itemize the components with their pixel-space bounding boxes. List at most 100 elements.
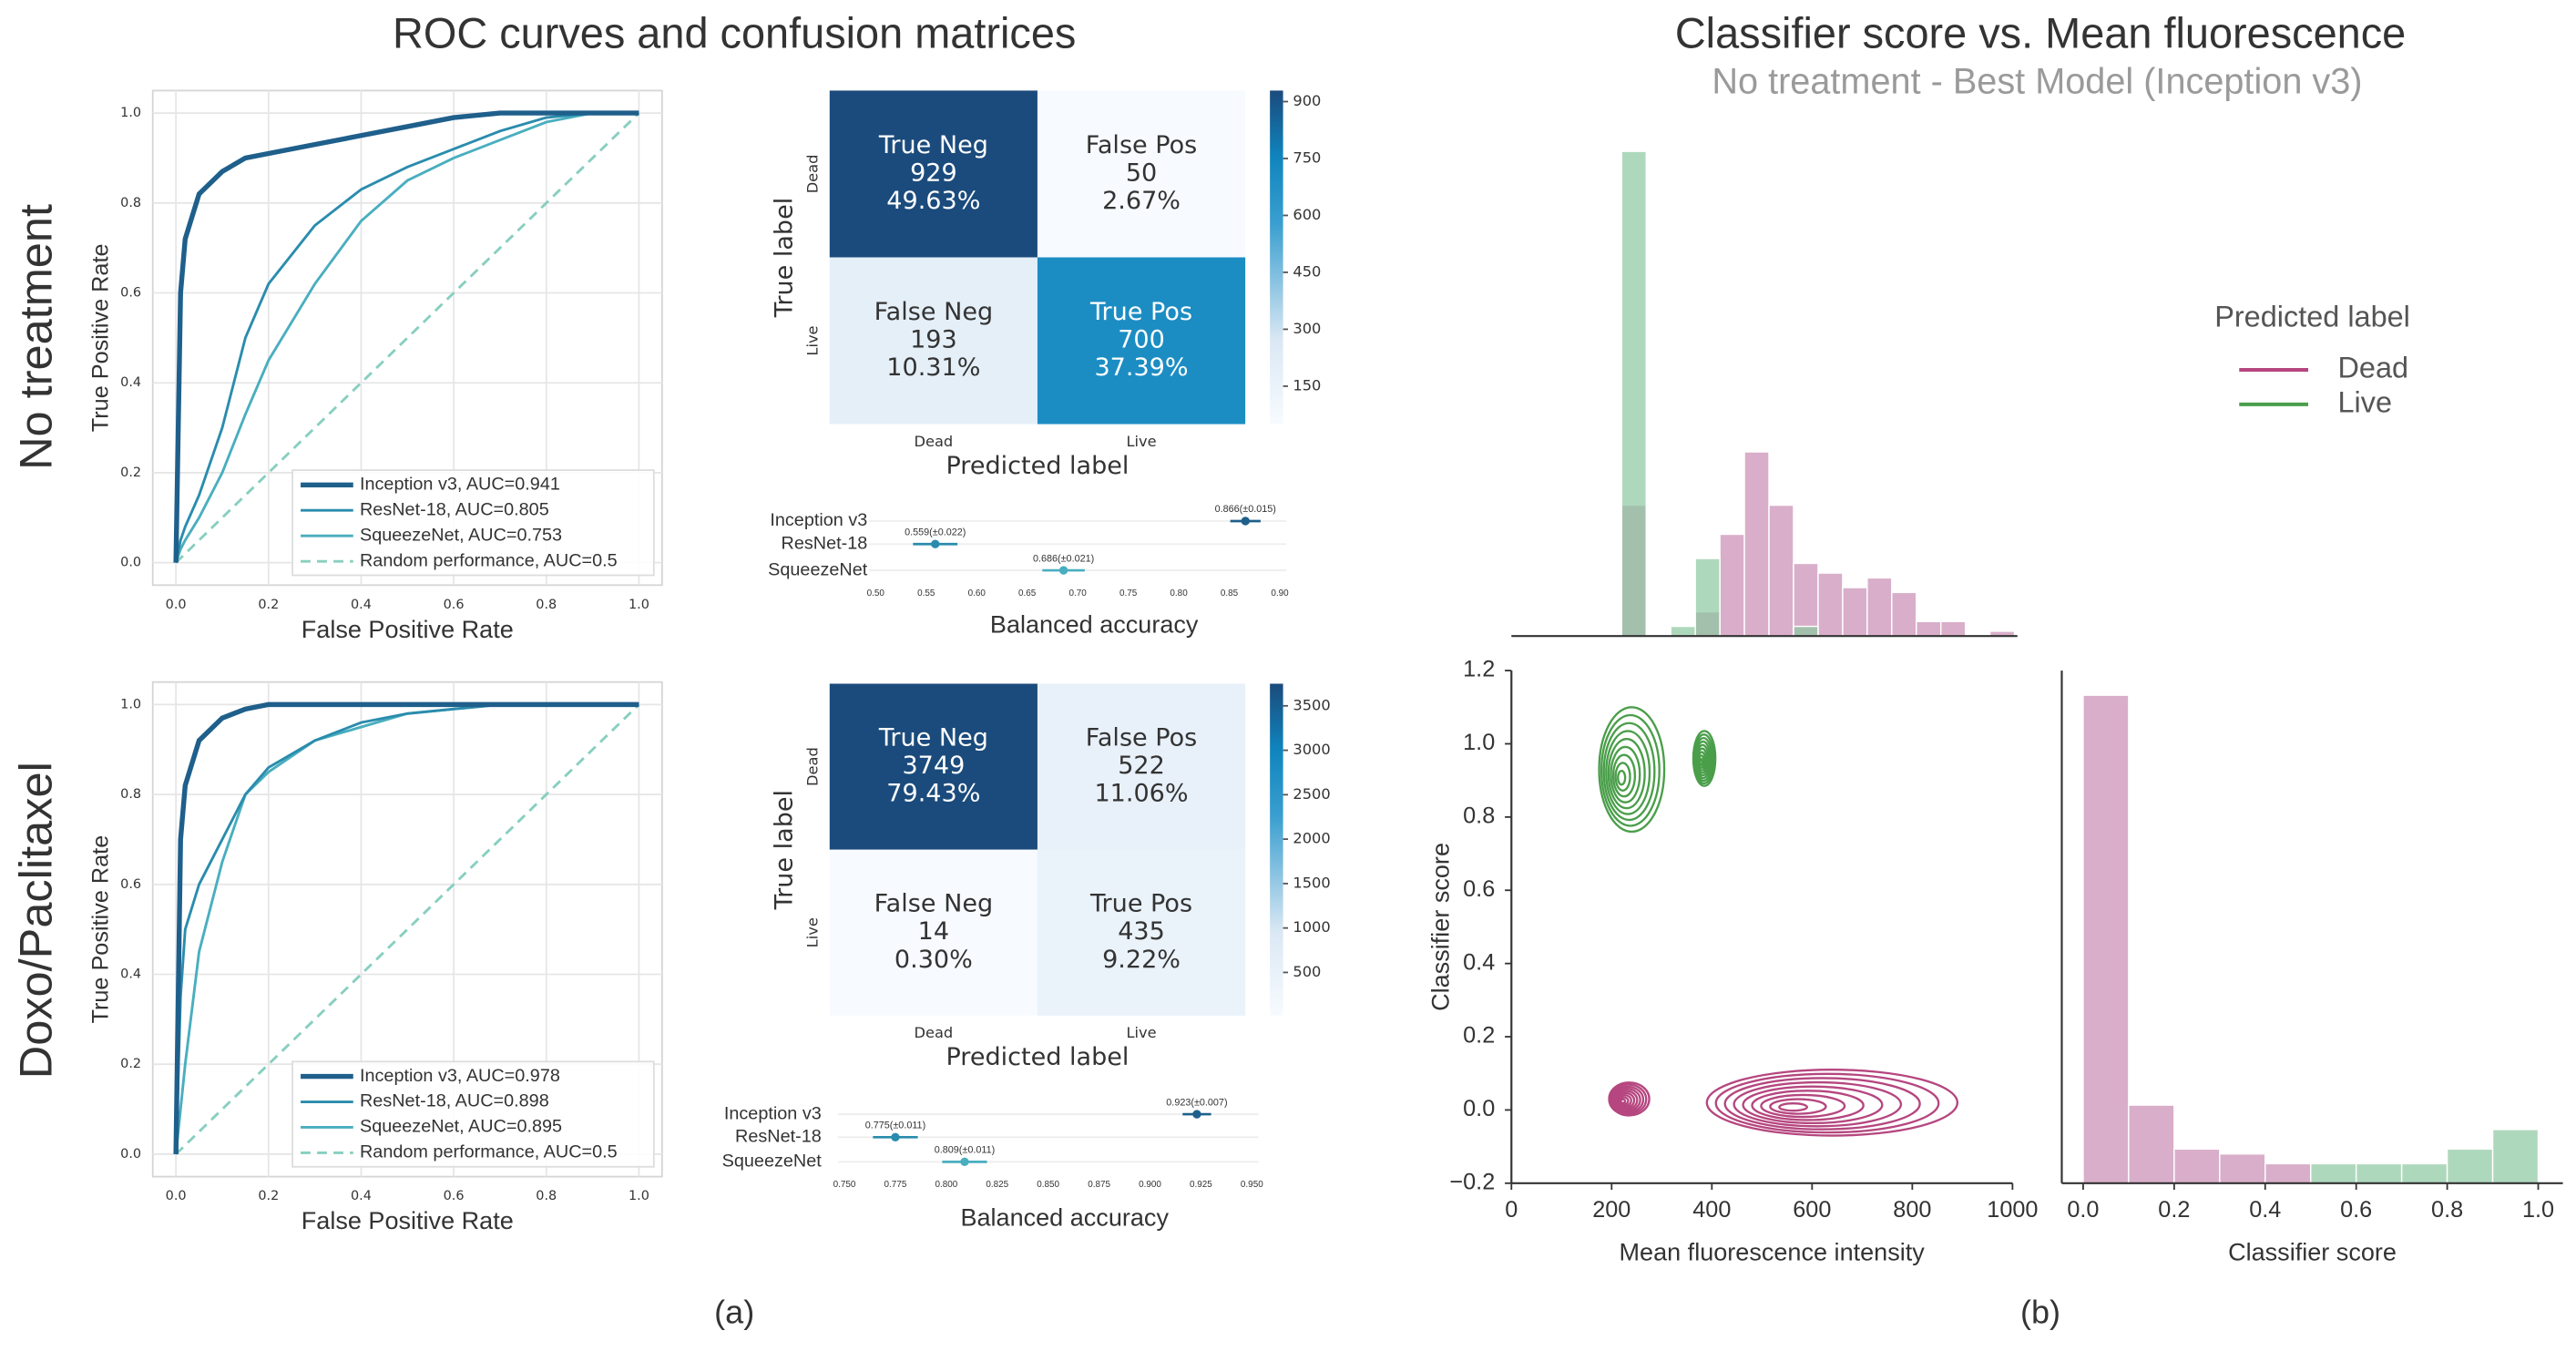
colorbar <box>1270 90 1283 425</box>
x-axis-label: False Positive Rate <box>302 1207 514 1234</box>
x-tick-label: 1000 <box>1987 1197 2038 1223</box>
y-tick-label: 0.2 <box>1463 1023 1495 1049</box>
x-tick-label: 0.65 <box>1018 589 1037 599</box>
roc-curve <box>174 111 639 563</box>
x-tick-label: 0.950 <box>1241 1180 1263 1190</box>
density-contour <box>1618 1096 1630 1106</box>
x-tick-label: 0.875 <box>1088 1180 1110 1190</box>
histogram-bar <box>1743 451 1770 637</box>
colorbar <box>1270 683 1283 1016</box>
y-tick-label: 0.8 <box>120 196 141 210</box>
y-tick-label: Live <box>803 917 821 947</box>
histogram-bar <box>1916 620 1942 637</box>
density-contour <box>1598 706 1666 834</box>
x-tick-label: 0.8 <box>536 598 557 612</box>
x-axis-label: Mean fluorescence intensity <box>1620 1238 1926 1265</box>
y-tick-label: 0.0 <box>120 1147 141 1162</box>
density-contour <box>1610 745 1641 803</box>
y-tick-label: Dead <box>803 747 821 786</box>
density-contour <box>1769 1098 1827 1115</box>
density-contour <box>1615 1091 1636 1110</box>
cell-count: 193 <box>910 326 957 354</box>
x-tick-label: Live <box>1126 433 1156 450</box>
density-contour <box>1751 1090 1865 1121</box>
legend-label: SqueezeNet, AUC=0.895 <box>360 1117 562 1137</box>
roc-curve <box>173 110 639 563</box>
legend-label: Inception v3, AUC=0.978 <box>360 1066 560 1086</box>
matrix-cell <box>829 683 1038 850</box>
x-tick-label: 0.775 <box>884 1180 907 1190</box>
y-tick-label: 0.2 <box>120 1057 141 1071</box>
cell-name: True Pos <box>1089 298 1192 326</box>
x-tick-label: 0.6 <box>444 598 465 612</box>
histogram-bar <box>2264 1162 2312 1184</box>
y-tick-label: Dead <box>803 155 821 194</box>
x-tick-label: 600 <box>1793 1197 1831 1223</box>
x-tick-label: 0.750 <box>833 1180 856 1190</box>
x-tick-label: Dead <box>915 1024 954 1041</box>
accuracy-point <box>1241 517 1250 526</box>
roc-curve <box>175 112 640 564</box>
y-tick-label: 0.4 <box>120 967 141 982</box>
colorbar-label: 2000 <box>1293 830 1330 847</box>
x-tick-label: 0.850 <box>1037 1180 1059 1190</box>
x-axis-label: Classifier score <box>2228 1238 2397 1265</box>
x-tick-label: 0.80 <box>1170 589 1188 599</box>
accuracy-point <box>891 1132 900 1141</box>
cell-count: 700 <box>1118 326 1165 354</box>
x-tick-label: 0.0 <box>166 1189 187 1203</box>
y-axis-label: True label <box>771 790 799 910</box>
colorbar-label: 750 <box>1293 148 1321 166</box>
histogram-bar <box>2219 1152 2266 1184</box>
x-axis-label: Predicted label <box>946 1043 1129 1071</box>
value-label: 0.559(±0.022) <box>905 527 966 537</box>
value-label: 0.775(±0.011) <box>865 1121 925 1131</box>
density-contour <box>1714 1072 1940 1134</box>
accuracy-point <box>931 539 940 548</box>
category-label: ResNet-18 <box>735 1127 822 1147</box>
x-tick-label: 0.0 <box>2067 1197 2099 1223</box>
roc-curve <box>173 701 639 1154</box>
x-tick-label: 0.925 <box>1190 1180 1212 1190</box>
y-tick-label: 0.0 <box>120 556 141 570</box>
density-contour <box>1705 1069 1959 1137</box>
x-tick-label: 0.2 <box>258 598 279 612</box>
histogram-bar <box>2446 1148 2494 1184</box>
legend-label: Random performance, AUC=0.5 <box>360 550 618 570</box>
x-tick-label: 0.4 <box>2249 1197 2281 1223</box>
x-axis-label: False Positive Rate <box>302 616 514 643</box>
x-tick-label: 0.75 <box>1119 589 1138 599</box>
cell-percent: 79.43% <box>886 780 980 808</box>
colorbar-label: 900 <box>1293 92 1321 109</box>
legend-label: ResNet-18, AUC=0.805 <box>360 499 549 519</box>
category-label: Inception v3 <box>770 510 867 530</box>
x-tick-label: 1.0 <box>629 1189 649 1203</box>
y-tick-label: 0.8 <box>120 787 141 802</box>
y-tick-label: −0.2 <box>1449 1169 1495 1194</box>
y-tick-label: 0.4 <box>1463 949 1495 975</box>
legend-label: ResNet-18, AUC=0.898 <box>360 1091 549 1111</box>
density-contour <box>1698 758 1703 767</box>
x-tick-label: 0.85 <box>1221 589 1239 599</box>
cell-name: True Neg <box>878 131 988 159</box>
roc-curve <box>175 703 640 1155</box>
value-label: 0.923(±0.007) <box>1166 1097 1227 1108</box>
histogram-bar <box>2400 1162 2448 1184</box>
density-contour <box>1760 1093 1846 1119</box>
matrix-cell <box>829 90 1038 258</box>
accuracy-point <box>960 1157 969 1167</box>
matrix-cell <box>1037 257 1246 425</box>
density-contour <box>1610 1085 1645 1114</box>
x-tick-label: 0 <box>1505 1197 1518 1223</box>
density-contour <box>1605 730 1651 815</box>
y-axis-label: True Positive Rate <box>87 243 113 432</box>
legend-label: Inception v3, AUC=0.941 <box>360 475 560 495</box>
panel-a-title: ROC curves and confusion matrices <box>393 9 1076 56</box>
x-tick-label: 0.50 <box>867 589 885 599</box>
histogram-bar <box>2173 1148 2221 1184</box>
x-tick-label: Live <box>1126 1024 1156 1041</box>
x-tick-label: 0.0 <box>166 598 187 612</box>
density-contour <box>1733 1080 1903 1128</box>
